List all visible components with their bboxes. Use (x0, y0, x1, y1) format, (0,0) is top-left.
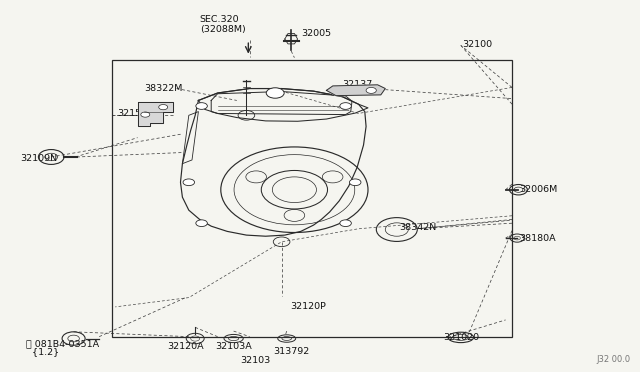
Circle shape (159, 105, 168, 110)
Text: Ⓑ 081B4-0351A: Ⓑ 081B4-0351A (26, 339, 99, 348)
Text: 313792: 313792 (273, 347, 310, 356)
Polygon shape (138, 102, 173, 126)
Text: 32103: 32103 (241, 356, 271, 365)
Text: 38342N: 38342N (399, 223, 436, 232)
Circle shape (183, 179, 195, 186)
Text: 32006M: 32006M (520, 185, 558, 194)
Text: 32137: 32137 (342, 80, 372, 89)
Text: {1.2}: {1.2} (26, 347, 59, 356)
Text: 38180A: 38180A (520, 234, 556, 243)
Circle shape (266, 88, 284, 98)
Text: 32120P: 32120P (290, 302, 326, 311)
Circle shape (196, 103, 207, 109)
Text: SEC.320: SEC.320 (200, 15, 239, 24)
Text: 32100: 32100 (462, 40, 492, 49)
Bar (112, 60, 512, 337)
Polygon shape (326, 85, 385, 96)
Text: J32 00.0: J32 00.0 (596, 355, 630, 364)
Text: 32150P: 32150P (117, 109, 153, 118)
Text: 32120A: 32120A (168, 342, 204, 351)
Circle shape (196, 220, 207, 227)
Circle shape (366, 87, 376, 93)
Text: 32103A: 32103A (215, 342, 252, 351)
Circle shape (141, 112, 150, 117)
Text: (32088M): (32088M) (200, 25, 245, 33)
Circle shape (349, 179, 361, 186)
Text: 32109N: 32109N (20, 154, 58, 163)
Circle shape (340, 220, 351, 227)
Text: 38322M: 38322M (144, 84, 182, 93)
Text: 32005: 32005 (301, 29, 331, 38)
Text: 321020: 321020 (444, 333, 479, 342)
Circle shape (340, 103, 351, 109)
